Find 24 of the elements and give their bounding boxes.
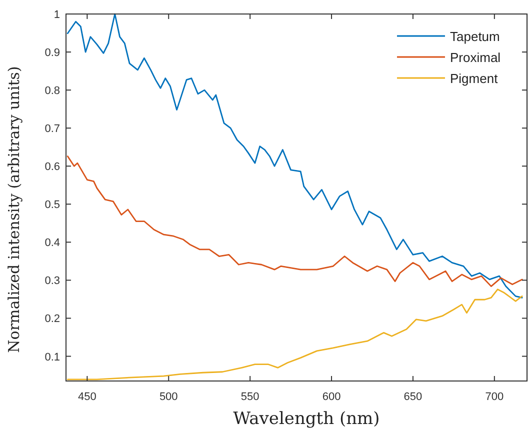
line-series — [66, 156, 523, 288]
y-tick-label: 0.7 — [44, 123, 60, 136]
x-tick-label: 500 — [159, 391, 178, 403]
y-tick-label: 0.1 — [44, 351, 60, 364]
y-tick-label: 0.3 — [44, 275, 60, 288]
line-series — [66, 13, 523, 298]
legend-label: Pigment — [450, 71, 498, 86]
x-tick-label: 600 — [322, 391, 341, 403]
x-tick-label: 700 — [485, 391, 504, 403]
y-tick-label: 0.5 — [44, 199, 60, 212]
y-tick-label: 0.2 — [44, 313, 60, 326]
legend-label: Tapetum — [450, 29, 500, 44]
y-axis-title: Normalized intensity (arbitrary units) — [5, 66, 23, 353]
x-tick-label: 650 — [404, 391, 422, 403]
y-tick-label: 0.6 — [44, 161, 60, 174]
x-tick-label: 450 — [78, 391, 96, 403]
line-series — [66, 288, 523, 380]
x-tick-label: 550 — [240, 391, 260, 403]
x-axis-title: Wavelength (nm) — [233, 409, 380, 429]
y-tick-label: 0.4 — [44, 237, 60, 250]
y-tick-label: 0.8 — [44, 85, 60, 98]
legend-label: Proximal — [450, 50, 501, 65]
y-tick-label: 0.9 — [44, 47, 60, 60]
y-tick-label: 1 — [54, 9, 60, 21]
